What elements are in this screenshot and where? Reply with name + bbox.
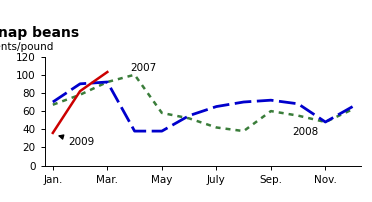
Text: Cents/pound: Cents/pound — [0, 42, 54, 52]
Text: 2009: 2009 — [59, 135, 94, 147]
Text: 2008: 2008 — [293, 127, 319, 137]
Text: 2007: 2007 — [131, 63, 157, 73]
Text: Snap beans: Snap beans — [0, 26, 79, 40]
